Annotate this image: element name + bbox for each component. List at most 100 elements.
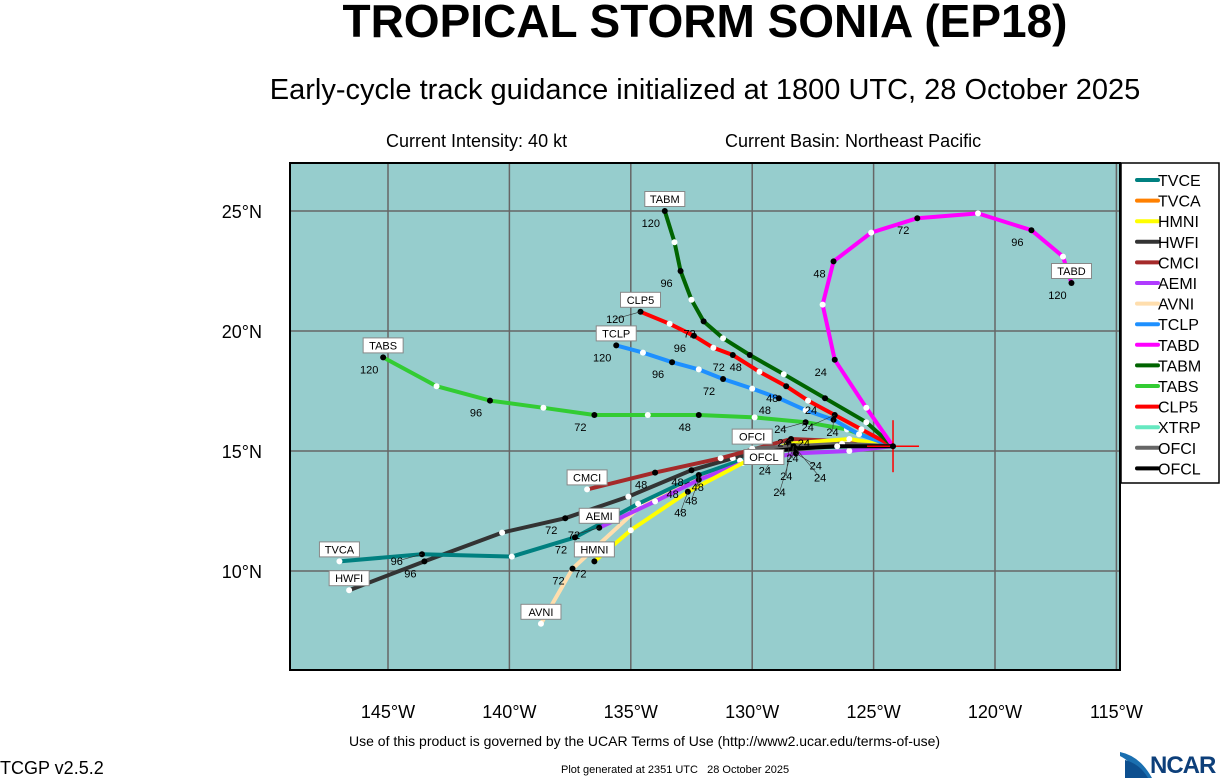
legend-item-ofcl: OFCL [1135,461,1201,478]
track-end-label: AVNI [520,603,562,620]
y-tick-label: 10°N [222,562,262,582]
track-end-label: HMNI [573,541,615,558]
legend-item-tvca: TVCA [1135,194,1201,211]
track-point-white [346,587,353,594]
track-end-label: OFCL [743,448,785,465]
legend-item-xtrp: XTRP [1135,420,1201,437]
legend-item-cmci: CMCI [1135,255,1199,272]
forecast-hour-label: 24 [826,427,838,439]
ncar-logo-text: NCAR [1150,752,1216,779]
track-point-white [499,529,506,536]
track-point-black [486,397,493,404]
track-point-white [671,239,678,246]
track-point-black [1028,227,1035,234]
legend-item-hmni: HMNI [1135,214,1199,231]
label-box [731,428,773,445]
initial-position-marker [867,420,920,473]
track-point-white [710,344,717,351]
x-tick-label: 135°W [604,702,658,722]
track-point-black [1068,280,1075,286]
label-text: HWFI [335,573,363,585]
terms-of-use: Use of this product is governed by the U… [349,733,941,749]
track-end-label: TABD [1050,263,1092,279]
track-end-label: TABM [644,191,686,207]
track-point-black [822,395,829,402]
forecast-hour-label: 48 [692,482,704,494]
track-point-white [868,229,875,236]
track-point-white [846,448,853,454]
label-text: CLP5 [627,295,655,307]
label-text: TABS [369,340,397,352]
track-point-white [780,371,787,378]
track-end-label: AEMI [578,507,620,524]
forecast-hour-label: 24 [777,437,789,449]
label-text: TABM [650,194,680,206]
hour-leader-line [573,527,600,536]
current-basin: Current Basin: Northeast Pacific [725,131,982,151]
legend-item-avni: AVNI [1135,297,1194,314]
forecast-hour-label: 120 [360,364,378,376]
track-tclp [613,342,894,449]
legend-item-clp5: CLP5 [1135,400,1198,417]
forecast-hour-label: 72 [574,422,586,434]
hour-leader-line [691,479,700,501]
legend-item-tclp: TCLP [1135,317,1199,334]
track-point-white [433,383,440,390]
track-point-white [540,404,547,411]
track-point-black [783,383,790,390]
forecast-hour-label: 24 [815,367,827,379]
version-label: TCGP v2.5.2 [0,758,104,778]
label-box [578,507,620,524]
forecast-hour-label: 24 [798,438,810,450]
forecast-hour-label: 120 [1048,290,1066,302]
label-text: OFCI [739,432,765,444]
hour-leader-line [786,448,789,477]
forecast-hour-label: 24 [780,471,792,483]
track-point-white [858,426,865,433]
generated-time: Plot generated at 2351 UTC 28 October 20… [561,764,790,776]
legend-label: OFCL [1158,461,1201,478]
y-tick-label: 15°N [222,442,262,462]
track-point-white [751,414,758,421]
track-point-black [661,208,668,214]
legend-label: TVCE [1158,173,1201,190]
forecast-hour-label: 72 [552,576,564,588]
track-point-white [627,527,634,534]
hour-leader-line [680,491,689,513]
label-box [595,325,637,342]
track-point-black [914,215,921,222]
label-box [520,603,562,620]
track-point-black [669,359,676,366]
track-point-white [584,486,591,493]
legend-label: TVCA [1158,194,1201,211]
label-box [644,191,686,207]
label-text: AVNI [529,607,554,619]
hour-leader-line [615,311,641,320]
chart-subtitle: Early-cycle track guidance initialized a… [269,74,1141,106]
forecast-hour-label: 120 [642,218,660,230]
label-box [743,448,785,465]
track-point-white [720,335,727,342]
hour-leader-line [795,453,816,466]
forecast-hour-label: 120 [606,314,624,326]
hour-leader-line [783,438,792,443]
forecast-hour-label: 48 [766,393,778,405]
forecast-hour-label: 72 [703,386,715,398]
legend-label: CMCI [1158,255,1199,272]
track-point-black [746,352,753,358]
hour-leader-line [788,442,804,445]
forecast-hour-label: 24 [810,460,822,472]
legend-label: XTRP [1158,420,1201,437]
track-point-white [846,436,853,442]
track-point-black [380,354,387,361]
track-point-white [652,498,659,505]
track-point-white [537,620,544,627]
track-point-white [863,404,870,411]
forecast-hour-label: 72 [684,328,696,340]
x-tick-label: 125°W [846,702,900,722]
track-tabm [661,208,895,448]
hour-leader-line [795,448,821,478]
forecast-hour-label: 48 [685,495,697,507]
track-end-label: TABS [362,337,404,354]
